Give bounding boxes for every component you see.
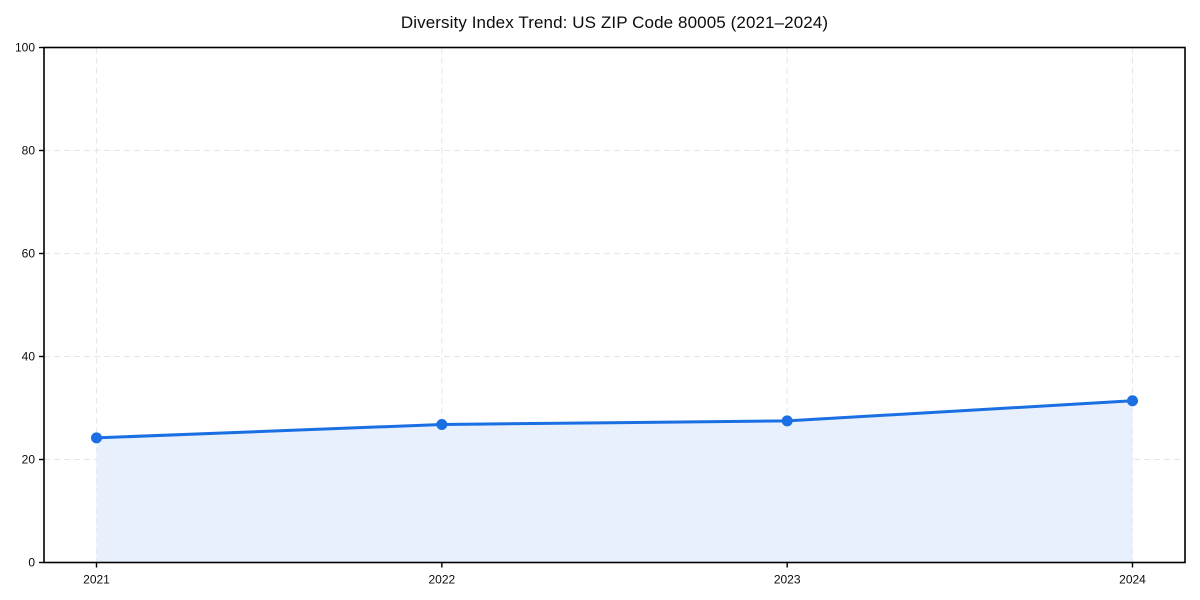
series-line — [95, 399, 1134, 440]
x-axis-tick-label: 2024 — [1119, 573, 1146, 587]
plot-border — [43, 46, 1186, 564]
x-axis-tick-label: 2021 — [83, 573, 110, 587]
y-axis-tick-label: 60 — [22, 247, 36, 261]
x-axis-tick-label: 2022 — [428, 573, 455, 587]
series-area-fill — [96, 400, 1133, 563]
data-point-marker — [781, 415, 793, 427]
x-axis-tick-label: 2023 — [774, 573, 801, 587]
y-axis-tick-label: 40 — [22, 350, 36, 364]
data-point-marker — [436, 418, 448, 430]
chart-title: Diversity Index Trend: US ZIP Code 80005… — [400, 13, 829, 32]
data-point-marker — [1127, 395, 1138, 407]
y-axis-tick-label: 100 — [15, 41, 35, 55]
y-axis-tick-label: 80 — [22, 144, 36, 158]
y-axis-tick-label: 20 — [22, 453, 36, 467]
data-point-marker — [91, 432, 102, 444]
y-axis-tick-label: 0 — [28, 556, 35, 570]
